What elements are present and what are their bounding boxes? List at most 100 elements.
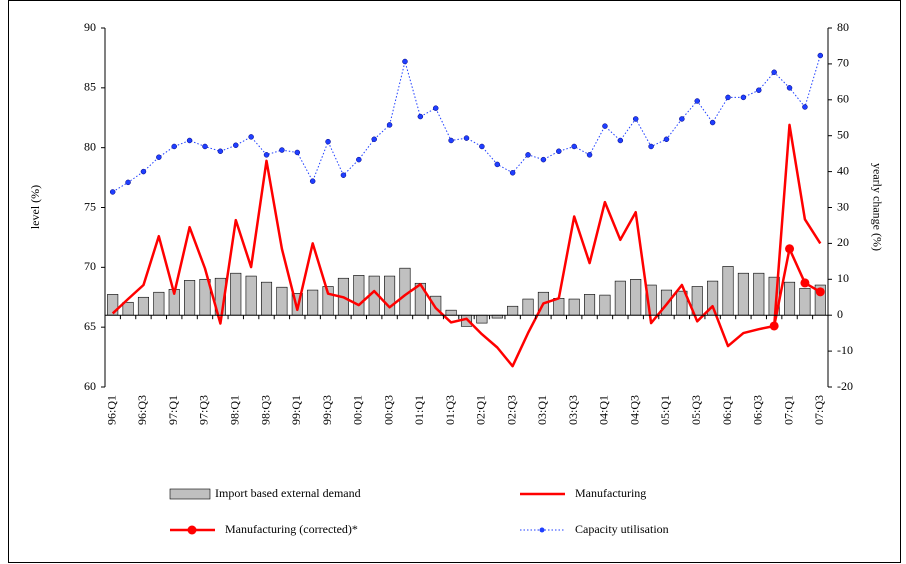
- legend-label: Manufacturing (corrected)*: [225, 522, 358, 536]
- bar: [614, 280, 626, 316]
- marker: [202, 143, 208, 150]
- x-tick-label: 07:Q1: [781, 395, 795, 425]
- y2-axis-label: yearly change (%): [870, 163, 884, 251]
- marker: [679, 116, 685, 122]
- marker: [571, 143, 577, 150]
- bar: [230, 272, 242, 316]
- bar: [784, 281, 796, 316]
- x-tick-label: 03:Q1: [535, 395, 549, 425]
- x-tick-label: 97:Q1: [166, 395, 180, 425]
- bar: [584, 294, 596, 316]
- marker: [279, 147, 285, 153]
- bar: [122, 301, 134, 316]
- bar: [384, 275, 396, 316]
- bar: [630, 278, 642, 316]
- marker: [802, 104, 808, 110]
- bar: [522, 298, 534, 316]
- bar: [445, 309, 457, 316]
- x-tick-label: 02:Q3: [504, 395, 518, 425]
- marker: [263, 152, 270, 158]
- line: [772, 247, 821, 327]
- marker: [785, 244, 795, 254]
- legend-marker-line-marker: [187, 525, 197, 535]
- bar: [153, 291, 165, 316]
- marker: [448, 137, 454, 144]
- x-tick-label: 05:Q3: [689, 395, 703, 425]
- bar: [476, 314, 488, 324]
- bar: [353, 275, 365, 316]
- marker: [756, 87, 762, 93]
- bar: [245, 275, 257, 316]
- legend-label: Capacity utilisation: [575, 522, 669, 536]
- marker: [325, 138, 331, 145]
- marker: [171, 143, 177, 150]
- marker: [186, 137, 193, 144]
- marker: [509, 170, 516, 176]
- marker: [356, 156, 362, 163]
- bar: [260, 281, 273, 316]
- y-axis-label: level (%): [28, 185, 42, 229]
- y2-tick-label: 40: [837, 163, 849, 177]
- marker: [648, 143, 654, 150]
- y-tick-label: 85: [84, 80, 96, 94]
- marker: [525, 152, 531, 158]
- marker: [694, 98, 700, 104]
- marker: [309, 178, 316, 184]
- x-tick-label: 96:Q3: [135, 395, 149, 425]
- marker: [417, 113, 424, 120]
- marker: [125, 179, 131, 186]
- marker: [233, 142, 239, 149]
- x-tick-label: 07:Q3: [812, 395, 826, 425]
- marker: [632, 116, 639, 122]
- marker: [709, 119, 716, 126]
- x-tick-label: 97:Q3: [197, 395, 211, 425]
- marker: [109, 189, 116, 195]
- marker: [771, 69, 777, 76]
- marker: [340, 172, 347, 178]
- marker: [740, 94, 747, 101]
- x-tick-label: 03:Q3: [566, 395, 580, 425]
- marker: [432, 105, 439, 111]
- bar: [799, 287, 811, 316]
- y-tick-label: 90: [84, 20, 96, 34]
- y-tick-label: 60: [84, 379, 96, 393]
- x-tick-label: 00:Q1: [351, 395, 365, 425]
- marker: [494, 161, 501, 168]
- x-tick-label: 02:Q1: [474, 395, 488, 425]
- marker: [602, 123, 608, 129]
- x-tick-label: 00:Q3: [381, 395, 395, 425]
- legend-dotted-line-marker: [539, 527, 545, 533]
- y2-tick-label: 30: [837, 199, 849, 213]
- marker: [663, 136, 670, 143]
- x-tick-label: 96:Q1: [104, 395, 118, 425]
- x-tick-label: 99:Q3: [320, 395, 334, 425]
- y2-tick-label: -20: [837, 379, 853, 393]
- x-tick-label: 98:Q1: [228, 395, 242, 425]
- x-tick-label: 06:Q1: [720, 395, 734, 425]
- x-tick-label: 01:Q1: [412, 395, 426, 425]
- marker: [556, 148, 562, 155]
- marker: [463, 135, 470, 141]
- y2-tick-label: 70: [837, 56, 849, 70]
- legend-label: Import based external demand: [215, 486, 361, 500]
- marker: [815, 287, 825, 297]
- y2-tick-label: 10: [837, 271, 849, 285]
- marker: [586, 152, 593, 158]
- bar: [137, 296, 149, 316]
- bar: [568, 298, 580, 316]
- bar: [184, 280, 196, 316]
- y-tick-label: 80: [84, 139, 96, 153]
- x-tick-label: 98:Q3: [258, 395, 272, 425]
- y-tick-label: 70: [84, 259, 96, 273]
- marker: [294, 149, 301, 156]
- line: [112, 55, 821, 193]
- marker: [725, 94, 731, 101]
- x-tick-label: 99:Q1: [289, 395, 303, 425]
- marker: [156, 154, 162, 160]
- frame: [8, 0, 901, 563]
- marker: [617, 137, 624, 144]
- legend-bar: [169, 488, 211, 500]
- legend-label: Manufacturing: [575, 486, 646, 500]
